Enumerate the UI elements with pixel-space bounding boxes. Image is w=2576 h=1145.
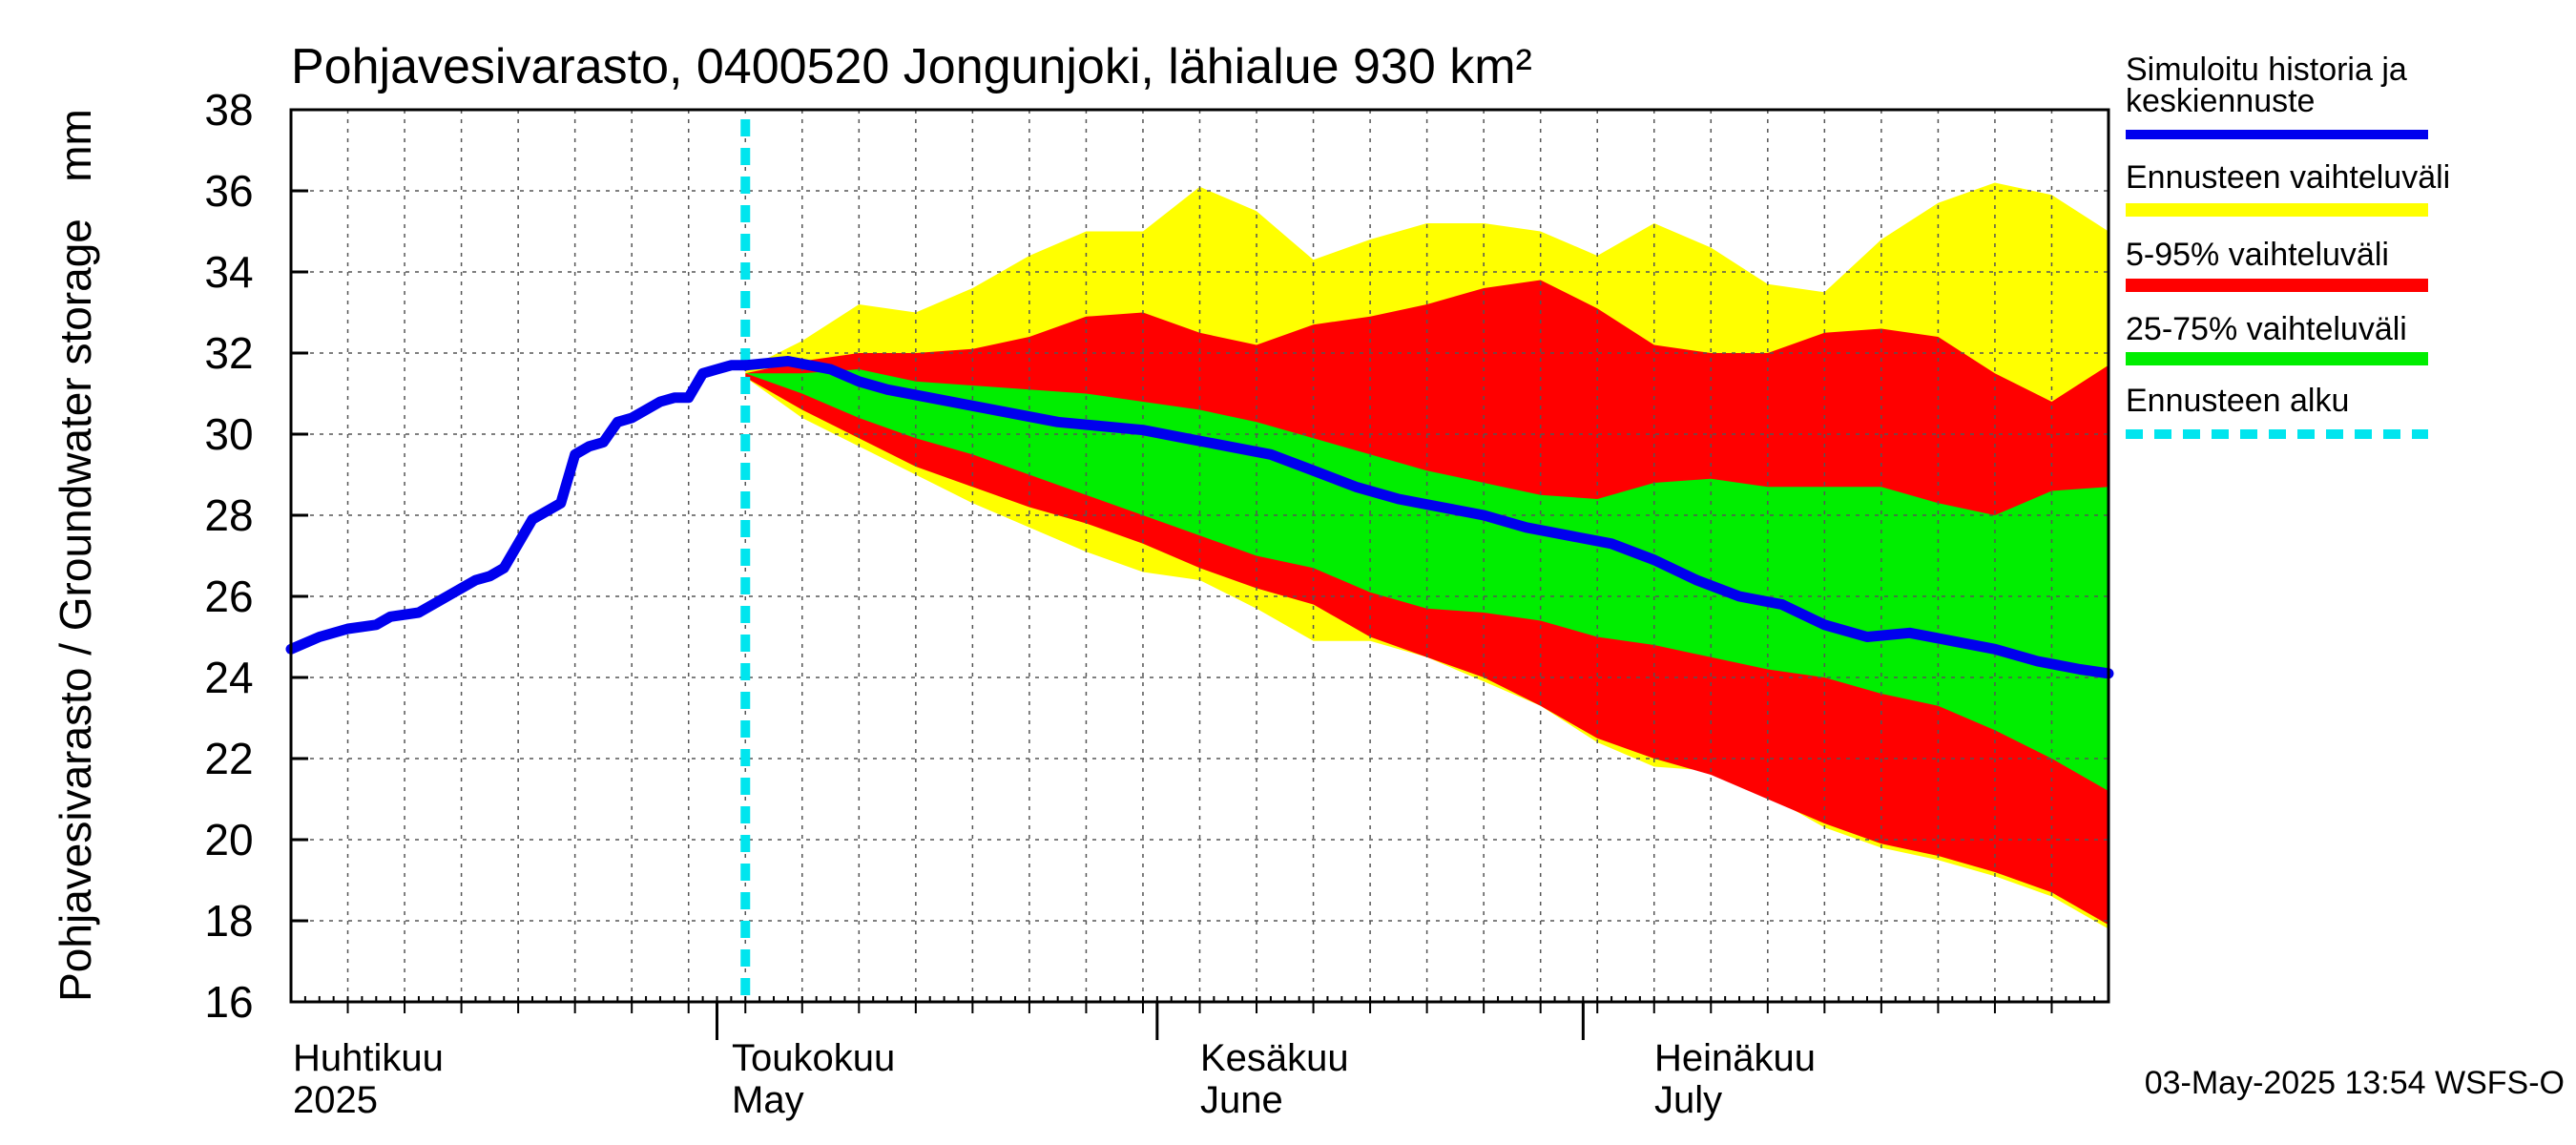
y-tick-label-30: 30	[204, 409, 253, 459]
footer-timestamp: 03-May-2025 13:54 WSFS-O	[2145, 1065, 2565, 1101]
y-tick-label-38: 38	[204, 85, 253, 135]
month-label-en-3: June	[1200, 1079, 1283, 1121]
y-tick-label-26: 26	[204, 572, 253, 621]
y-tick-label-18: 18	[204, 896, 253, 946]
y-tick-label-16: 16	[204, 977, 253, 1027]
legend-label-25-75: 25-75% vaihteluväli	[2126, 311, 2407, 347]
month-label-en-2: May	[732, 1079, 804, 1121]
y-tick-label-22: 22	[204, 734, 253, 783]
y-axis-ticks: 16 18 20 22 24 26 28 30 32 34 36 38	[204, 85, 308, 1027]
month-label-en-1: 2025	[293, 1079, 378, 1121]
grid-lines	[291, 110, 2109, 1002]
month-label-fi-4: Heinäkuu	[1654, 1037, 1816, 1079]
y-tick-label-20: 20	[204, 815, 253, 864]
month-labels: Huhtikuu 2025 Toukokuu May Kesäkuu June …	[293, 1037, 1816, 1121]
y-tick-label-32: 32	[204, 328, 253, 378]
legend: Simuloitu historia ja keskiennuste Ennus…	[2126, 52, 2450, 439]
month-label-fi-2: Toukokuu	[732, 1037, 895, 1079]
legend-label-range: Ennusteen vaihteluväli	[2126, 159, 2450, 196]
month-label-en-4: July	[1654, 1079, 1722, 1121]
y-tick-label-24: 24	[204, 653, 253, 702]
y-tick-label-34: 34	[204, 247, 253, 297]
month-label-fi-1: Huhtikuu	[293, 1037, 444, 1079]
x-axis-ticks	[290, 996, 2109, 1040]
legend-label-simulated-2: keskiennuste	[2126, 83, 2315, 119]
legend-label-forecast-start: Ennusteen alku	[2126, 383, 2349, 419]
y-axis-label: Pohjavesivarasto / Groundwater storage m…	[51, 109, 100, 1002]
median-forecast-line	[739, 356, 2114, 679]
chart-title: Pohjavesivarasto, 0400520 Jongunjoki, lä…	[291, 39, 1532, 94]
history-line	[285, 360, 751, 655]
y-tick-label-28: 28	[204, 490, 253, 540]
month-label-fi-3: Kesäkuu	[1200, 1037, 1349, 1079]
legend-label-simulated-1: Simuloitu historia ja	[2126, 52, 2407, 88]
legend-label-5-95: 5-95% vaihteluväli	[2126, 237, 2389, 273]
y-tick-label-36: 36	[204, 166, 253, 216]
